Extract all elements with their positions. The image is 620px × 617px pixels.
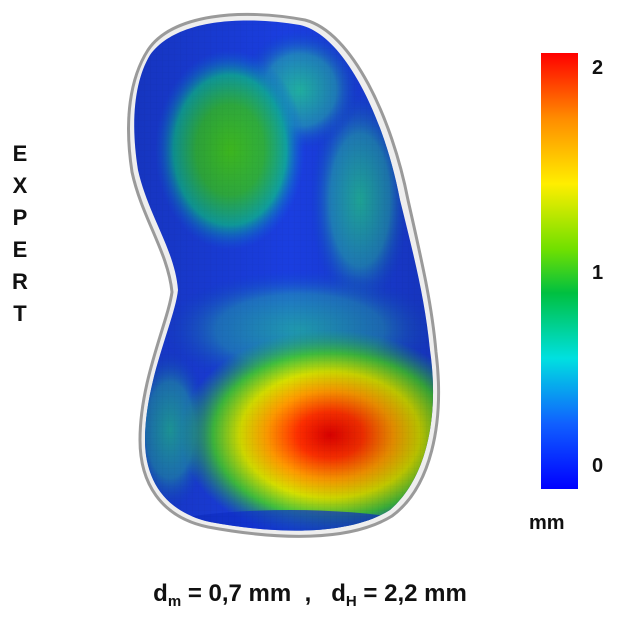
caption-part2: = 2,2 mm	[356, 580, 467, 607]
colorbar	[541, 53, 578, 489]
label-letter: E	[12, 237, 28, 262]
label-letter: R	[12, 269, 28, 294]
caption-d2: d	[331, 580, 346, 607]
label-letter: E	[12, 141, 28, 166]
colorbar-tick-mid: 1	[592, 262, 604, 284]
caption-sub-m: m	[167, 593, 182, 610]
caption-d1: d	[153, 580, 168, 607]
colorbar-unit: mm	[529, 512, 565, 534]
caption: dm = 0,7 mm , dH = 2,2 mm	[0, 580, 620, 610]
caption-part1: = 0,7 mm ,	[181, 580, 332, 607]
colorbar-tick-min: 0	[592, 455, 604, 477]
colorbar-tick-max: 2	[592, 57, 604, 79]
label-letter: T	[13, 301, 27, 326]
vertical-label: E X P E R T	[6, 138, 34, 330]
caption-sub-h: H	[345, 593, 357, 610]
label-letter: X	[12, 173, 28, 198]
label-letter: P	[12, 205, 28, 230]
